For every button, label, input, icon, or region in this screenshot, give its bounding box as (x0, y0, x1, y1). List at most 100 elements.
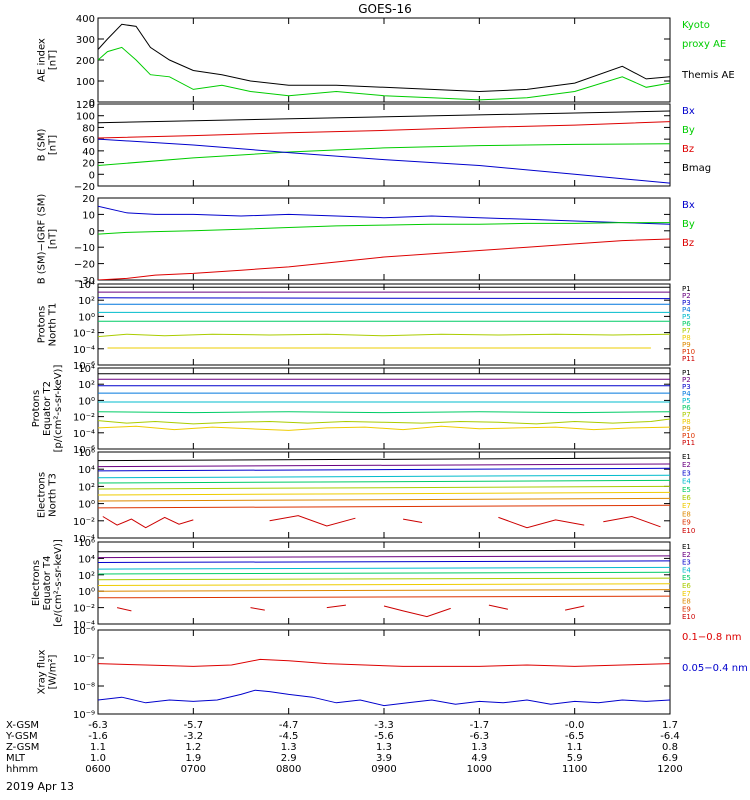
x-axis: X-GSM -6.3 -5.7 -4.7 -3.3 -1.7 -0.0 1.7 Y-GSM -1.… (5, 720, 683, 775)
legend-bz: Bz (682, 144, 694, 155)
legend-e4: E4 (682, 478, 691, 486)
ephemeris-value: 1000 (467, 764, 492, 775)
y-tick-label: 10⁴ (78, 465, 95, 476)
ephemeris-value: -6.4 (660, 731, 680, 742)
series-e6 (98, 577, 670, 581)
ephemeris-label: Z-GSM (6, 742, 39, 753)
ephemeris-value: 6.9 (662, 753, 678, 764)
y-tick-label: 10⁻⁸ (73, 682, 95, 693)
y-tick-label: 10⁴ (78, 280, 95, 291)
ephemeris-value: -6.3 (470, 731, 490, 742)
legend-bx: Bx (682, 200, 695, 211)
series-e1 (98, 549, 670, 553)
series-bx (98, 138, 670, 184)
y-axis-label: [nT] (48, 50, 59, 70)
series-e8 (98, 589, 670, 592)
legend-bmag: Bmag (682, 163, 711, 174)
ephemeris-value: 1.3 (471, 742, 487, 753)
series-group (98, 110, 670, 184)
legend-p2: P2 (682, 376, 691, 384)
ephemeris-value: 1200 (657, 764, 682, 775)
ephemeris-value: 2.9 (281, 753, 297, 764)
series-group (98, 457, 670, 529)
y-tick-label: 10⁻⁴ (73, 534, 95, 545)
panel-frame (97, 197, 671, 281)
legend-proxy-ae: proxy AE (682, 39, 726, 50)
series-e2 (98, 555, 670, 559)
ephemeris-value: -6.5 (565, 731, 585, 742)
legend-p8: P8 (682, 334, 691, 342)
legend-by: By (682, 219, 695, 230)
panel-5: 10⁴ 10² 10⁰ 10⁻² 10⁻⁴ 10⁻⁶ Protons Equator T2 [p… (31, 364, 695, 456)
legend-p8: P8 (682, 418, 691, 426)
series-e9 (98, 595, 670, 599)
series-e10 (326, 604, 346, 609)
ephemeris-value: 1.0 (90, 753, 106, 764)
ephemeris-value: 1.1 (567, 742, 583, 753)
panel-7: 10⁶ 10⁴ 10² 10⁰ 10⁻² 10⁻⁴ Electrons Equator T4[… (31, 538, 695, 631)
legend-p7: P7 (682, 411, 691, 419)
legend-bz: Bz (682, 238, 694, 249)
date-label: 2019 Apr 13 (6, 780, 74, 793)
ephemeris-value: -5.7 (184, 720, 204, 731)
y-tick-label: 10⁻⁴ (73, 620, 95, 631)
ephemeris-value: -3.3 (374, 720, 394, 731)
legend-kyoto: Kyoto (682, 20, 710, 31)
legend-e5: E5 (682, 574, 691, 582)
y-axis-label: [nT] (48, 229, 59, 249)
y-tick-label: 80 (82, 123, 95, 134)
y-tick-label: −20 (74, 182, 95, 193)
y-tick-label: 0 (89, 98, 95, 109)
series-e4 (98, 566, 670, 570)
y-axis-label: [e/(cm²-s-sr-keV)] (53, 539, 64, 627)
series-p8 (98, 425, 670, 431)
y-tick-label: 10⁻⁹ (73, 710, 95, 721)
y-axis-label: Equator T2 (42, 381, 53, 436)
ephemeris-value: 0700 (181, 764, 206, 775)
ephemeris-value: 1.9 (185, 753, 201, 764)
y-tick-label: 10⁴ (78, 554, 95, 565)
series-p3 (98, 297, 670, 300)
series-e5 (98, 479, 670, 484)
y-tick-label: −30 (74, 276, 95, 287)
legend-p2: P2 (682, 292, 691, 300)
series-e10 (488, 604, 509, 610)
y-tick-label: 10⁰ (78, 396, 95, 407)
ephemeris-value: 5.9 (567, 753, 583, 764)
ephemeris-label: X-GSM (6, 720, 39, 731)
y-axis-label: Protons (31, 390, 42, 427)
ephemeris-value: -1.6 (88, 731, 108, 742)
legend-p11: P11 (682, 355, 695, 363)
series-group (98, 549, 670, 618)
series-e7 (98, 583, 670, 586)
legend-p3: P3 (682, 383, 691, 391)
y-tick-label: 10² (78, 482, 95, 493)
legend-p6: P6 (682, 320, 691, 328)
series-e5 (98, 571, 670, 575)
y-tick-label: 100 (76, 112, 95, 123)
series-e1 (98, 457, 670, 462)
y-tick-label: 0 (89, 227, 95, 238)
series-e10 (498, 516, 585, 529)
legend-by: By (682, 125, 695, 136)
legend-e10: E10 (682, 527, 695, 535)
legend-e9: E9 (682, 605, 691, 613)
y-axis-label: B (SM)−IGRF (SM) (37, 194, 48, 285)
series-bx (98, 205, 670, 225)
series-0-1-0-8-nm (98, 658, 670, 667)
ephemeris-value: -0.0 (565, 720, 585, 731)
ephemeris-value: 0600 (85, 764, 110, 775)
series-e10 (603, 515, 661, 528)
legend: Bx By Bz (682, 200, 695, 249)
y-tick-label: 10⁻² (73, 604, 95, 615)
legend-e4: E4 (682, 566, 691, 574)
legend-0-1-0-8-nm: 0.1−0.8 nm (682, 632, 741, 643)
legend-themis-ae: Themis AE (681, 70, 735, 81)
series-e10 (383, 605, 451, 618)
y-tick-label: 0 (89, 170, 95, 181)
series-e8 (98, 497, 670, 502)
